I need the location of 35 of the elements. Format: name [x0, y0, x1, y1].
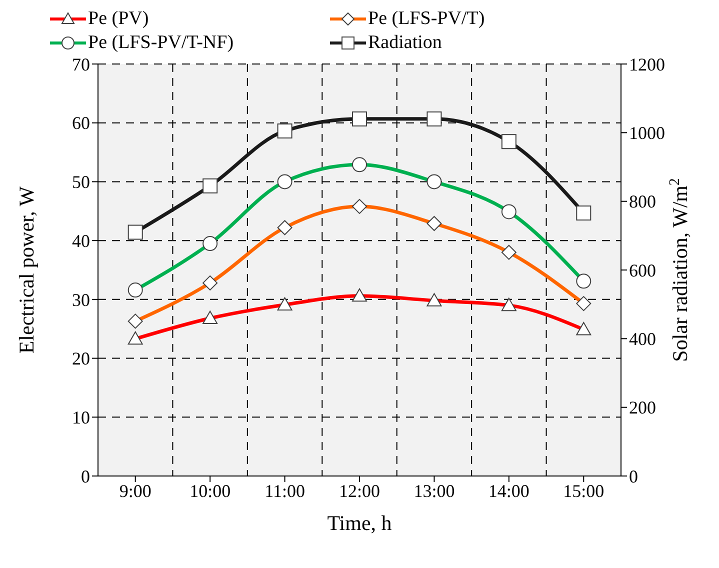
y-axis-title: Electrical power, W: [14, 186, 38, 354]
y-tick-label: 40: [72, 230, 90, 251]
y2-tick-label: 400: [629, 329, 656, 350]
point: [501, 134, 516, 150]
y-tick-label: 70: [72, 54, 90, 74]
legend-label: Pe (LFS-PV/T-NF): [88, 32, 234, 54]
x-tick-label: 13:00: [414, 480, 455, 501]
y-tick-label: 0: [81, 466, 90, 486]
y2-tick-label: 0: [629, 466, 638, 486]
x-tick-label: 15:00: [563, 480, 604, 501]
legend-label: Radiation: [368, 32, 442, 54]
point: [352, 111, 367, 126]
legend-label: Pe (PV): [88, 8, 149, 30]
y2-tick-label: 1200: [629, 54, 665, 74]
x-axis-title: Time, h: [327, 511, 392, 535]
point: [576, 206, 592, 221]
point: [128, 224, 143, 240]
point: [426, 111, 442, 126]
x-tick-label: 11:00: [264, 480, 305, 501]
point: [277, 123, 292, 138]
legend-label: Pe (LFS-PV/T): [368, 8, 485, 30]
y2-tick-label: 800: [629, 192, 656, 212]
y2-tick-label: 1000: [629, 123, 665, 144]
x-tick-label: 14:00: [488, 480, 530, 501]
y2-tick-label: 600: [629, 260, 656, 280]
y2-tick-label: 200: [629, 398, 656, 418]
y-tick-label: 20: [72, 348, 90, 369]
y-tick-label: 30: [72, 290, 90, 310]
y-tick-label: 60: [72, 113, 90, 134]
point: [202, 178, 218, 194]
x-tick-label: 10:00: [190, 480, 231, 501]
x-tick-label: 12:00: [338, 480, 380, 501]
y-tick-label: 50: [72, 172, 90, 192]
y-tick-label: 10: [72, 408, 90, 428]
x-tick-label: 9:00: [119, 480, 152, 501]
